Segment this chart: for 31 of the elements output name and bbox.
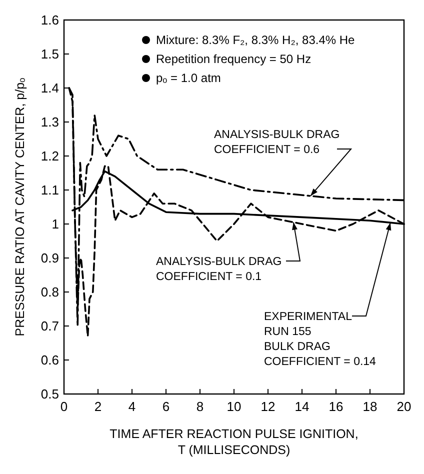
y-tick-label: 1.5 — [40, 46, 59, 62]
x-tick-label: 2 — [94, 399, 102, 414]
y-tick-label: 1.6 — [40, 12, 59, 28]
y-tick-label: 1.4 — [40, 80, 59, 96]
x-tick-label: 4 — [128, 399, 136, 414]
series-label: ANALYSIS-BULK DRAG COEFFICIENT = 0.6 — [214, 129, 340, 156]
x-tick-label: 0 — [60, 399, 68, 414]
y-tick-label: 0.6 — [40, 352, 59, 368]
text: ANALYSIS-BULK DRAG COEFFICIENT = 0.1 — [156, 256, 282, 283]
y-tick-label: 1.3 — [40, 114, 59, 130]
annotation: Repetition frequency = 50 Hz — [156, 52, 312, 66]
x-tick-label: 12 — [260, 399, 276, 414]
y-tick-label: 0.5 — [40, 386, 59, 402]
y-tick-label: 1.1 — [40, 182, 59, 198]
x-tick-label: 18 — [362, 399, 378, 414]
x-tick-label: 10 — [226, 399, 242, 414]
annotation: pₒ = 1.0 atm — [156, 71, 221, 86]
x-tick-label: 16 — [328, 399, 344, 414]
y-tick-label: 0.8 — [40, 284, 59, 300]
y-tick-label: 0.9 — [40, 250, 59, 266]
y-tick-label: 1 — [52, 216, 59, 232]
x-tick-label: 8 — [196, 399, 204, 414]
y-axis-title: PRESSURE RATIO AT CAVITY CENTER, p/pₒ — [13, 77, 27, 336]
annotation: Mixture: 8.3% F₂, 8.3% H₂, 83.4% He — [156, 33, 356, 48]
x-tick-label: 20 — [396, 399, 412, 414]
text: EXPERIMENTAL RUN 155 BULK DRAG COEFFICIENT = 0.14 — [264, 311, 377, 368]
x-tick-label: 6 — [162, 399, 170, 414]
y-tick-label: 0.7 — [40, 318, 59, 334]
y-tick-label: 1.2 — [40, 148, 59, 164]
x-axis-title: TIME AFTER REACTION PULSE IGNITION, T (MILLISECONDS) — [110, 427, 358, 457]
x-tick-label: 14 — [294, 399, 310, 414]
